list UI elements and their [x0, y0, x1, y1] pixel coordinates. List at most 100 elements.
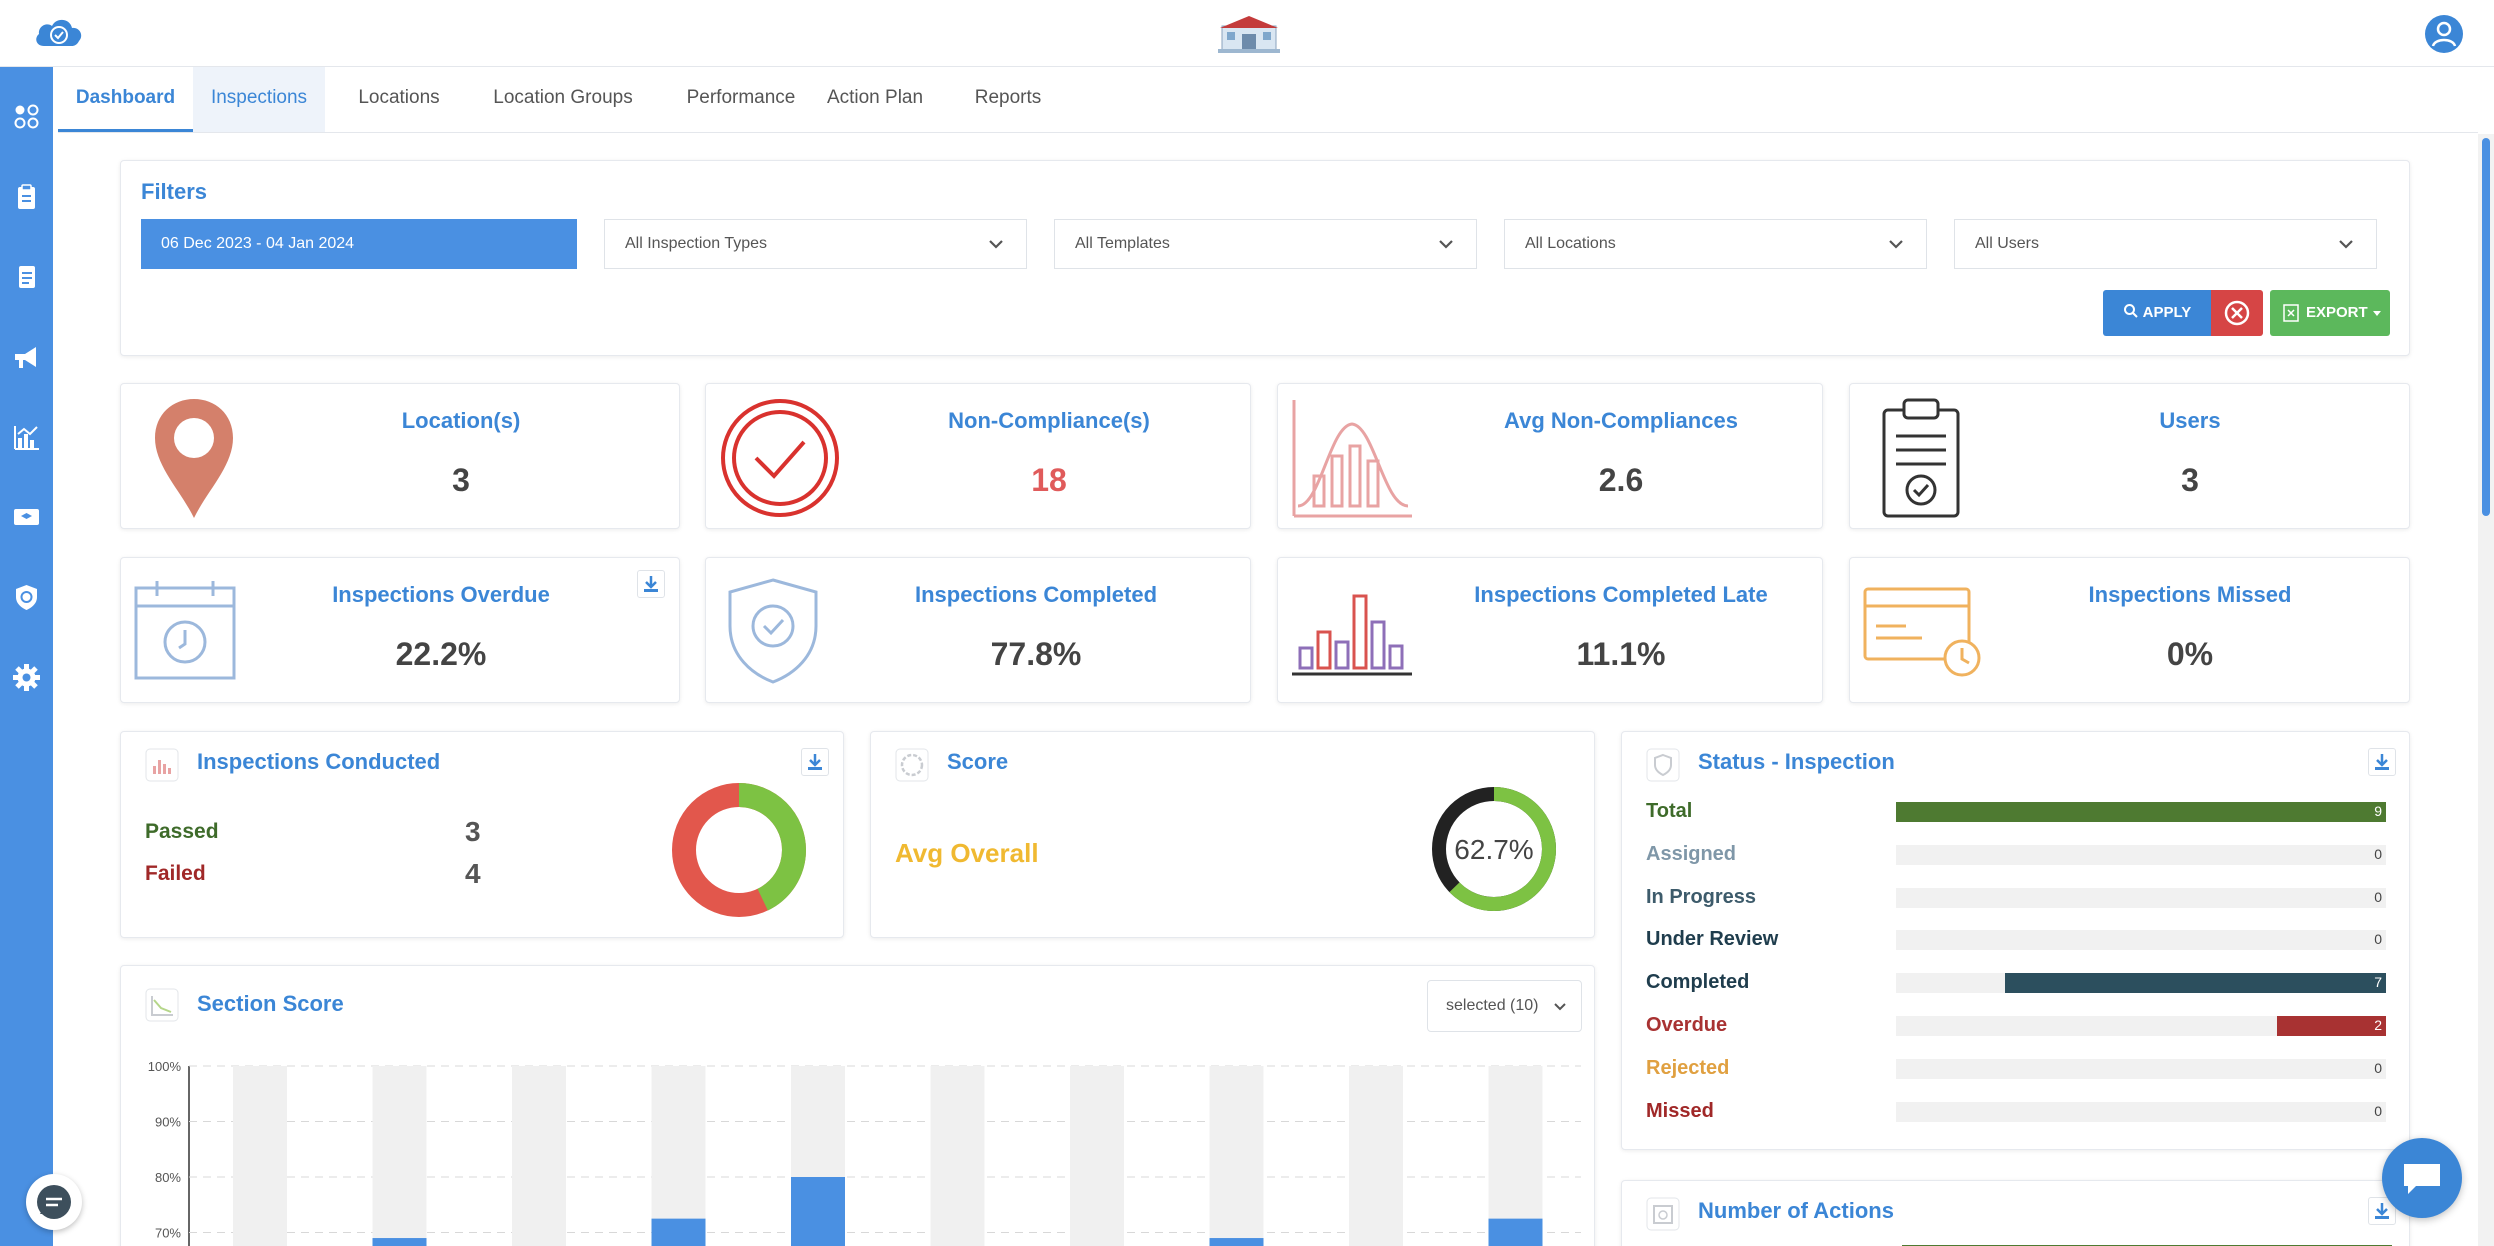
- user-select[interactable]: All Users: [1954, 219, 2377, 269]
- gear-icon[interactable]: [11, 662, 42, 693]
- status-bar-track: 9: [1896, 802, 2386, 822]
- template-select[interactable]: All Templates: [1054, 219, 1477, 269]
- stat-card-users: Users 3: [1849, 383, 2410, 529]
- stat-label: Location(s): [401, 408, 521, 433]
- export-button[interactable]: EXPORT: [2270, 290, 2390, 336]
- mini-chart-icon: [145, 748, 179, 782]
- status-bar-track: 2: [1896, 1016, 2386, 1036]
- status-count: 0: [2374, 888, 2382, 905]
- status-bar-fill: [2277, 1016, 2386, 1036]
- stat-value: 77.8%: [990, 636, 1082, 672]
- status-count: 0: [2374, 1059, 2382, 1076]
- user-avatar-icon[interactable]: [2424, 14, 2464, 54]
- tab-locations[interactable]: Locations: [358, 87, 440, 108]
- stat-card-inspections-completed-late: Inspections Completed Late 11.1%: [1277, 557, 1823, 703]
- status-bar-track: 0: [1896, 930, 2386, 951]
- download-icon: [808, 754, 822, 770]
- status-label: Completed: [1646, 971, 1750, 994]
- card-clock-icon: [1863, 587, 1981, 677]
- y-tick-label: 80%: [155, 1170, 181, 1185]
- score-card: Score Avg Overall 62.7%: [870, 731, 1595, 938]
- inspection-type-select[interactable]: All Inspection Types: [604, 219, 1027, 269]
- status-bar-fill: [1896, 802, 2386, 822]
- section-score-bar: [791, 1177, 845, 1246]
- bar-background: [1209, 1066, 1264, 1246]
- section-selector-label: selected (10): [1446, 997, 1539, 1014]
- passed-value: 3: [465, 816, 481, 847]
- tab-reports[interactable]: Reports: [974, 87, 1042, 108]
- score-percent-label: 62.7%: [1454, 834, 1533, 865]
- stat-value: 3: [2181, 462, 2199, 498]
- calendar-icon: [1646, 1197, 1680, 1231]
- status-label: Under Review: [1646, 928, 1779, 951]
- stat-value: 22.2%: [395, 636, 487, 672]
- filters-title: Filters: [141, 179, 208, 204]
- section-score-bar: [372, 1238, 427, 1246]
- apps-grid-icon[interactable]: [11, 101, 42, 132]
- filters-card: Filters 06 Dec 2023 - 04 Jan 2024 All In…: [120, 160, 2410, 356]
- download-button[interactable]: [801, 748, 829, 776]
- download-button[interactable]: [2368, 748, 2396, 776]
- stat-label: Inspections Completed: [914, 582, 1158, 607]
- clear-filters-button[interactable]: [2211, 290, 2263, 336]
- stat-label: Users: [2159, 408, 2221, 433]
- excel-file-icon: [2283, 304, 2299, 322]
- stat-card-inspections-overdue: Inspections Overdue 22.2%: [120, 557, 680, 703]
- location-select[interactable]: All Locations: [1504, 219, 1927, 269]
- download-button[interactable]: [637, 570, 665, 598]
- y-tick-label: 100%: [148, 1059, 182, 1074]
- status-count: 2: [2374, 1017, 2382, 1033]
- training-icon[interactable]: [11, 502, 42, 533]
- status-bar-track: 0: [1896, 844, 2386, 865]
- status-count: 9: [2374, 803, 2382, 819]
- scrollbar-thumb[interactable]: [2482, 138, 2490, 516]
- chat-bubble-button[interactable]: [26, 1174, 82, 1230]
- chevron-down-icon: [1889, 240, 1903, 249]
- location-pin-icon: [155, 399, 233, 518]
- live-chat-button[interactable]: [2382, 1138, 2462, 1218]
- status-label: Missed: [1646, 1099, 1714, 1122]
- chevron-down-icon: [989, 240, 1003, 249]
- stat-card-non-compliances: Non-Compliance(s) 18: [705, 383, 1251, 529]
- status-count: 0: [2374, 1102, 2382, 1119]
- status-label: Rejected: [1646, 1056, 1730, 1079]
- card-title: Inspections Conducted: [197, 749, 441, 774]
- stat-label: Inspections Missed: [2088, 582, 2292, 607]
- bar-chart-icon: [1292, 594, 1412, 676]
- section-score-bar: [1488, 1218, 1543, 1246]
- stat-value: 11.1%: [1576, 636, 1666, 672]
- bar-background: [651, 1066, 706, 1246]
- tab-location-groups[interactable]: Location Groups: [493, 87, 633, 108]
- clipboard-check-icon: [1882, 398, 1960, 518]
- clipboard-icon[interactable]: [11, 182, 42, 213]
- document-icon[interactable]: [11, 262, 42, 293]
- megaphone-icon[interactable]: [11, 342, 42, 373]
- status-bar-track: 0: [1896, 1058, 2386, 1079]
- tab-action-plan[interactable]: Action Plan: [826, 87, 924, 108]
- chevron-down-icon: [1554, 1003, 1566, 1011]
- tab-performance[interactable]: Performance: [686, 87, 796, 108]
- donut-passed-segment: [672, 783, 806, 917]
- avg-overall-label: Avg Overall: [895, 838, 1039, 868]
- chat-icon: [2404, 1164, 2440, 1194]
- top-bar: [0, 0, 2494, 67]
- stat-label: Non-Compliance(s): [948, 408, 1150, 433]
- tab-inspections[interactable]: Inspections: [193, 67, 325, 132]
- y-tick-label: 90%: [155, 1115, 181, 1130]
- failed-value: 4: [465, 858, 481, 889]
- stat-value: 18: [1031, 462, 1067, 498]
- status-label: Total: [1646, 800, 1693, 822]
- section-selector-dropdown[interactable]: selected (10): [1427, 980, 1582, 1032]
- main-tabs: Dashboard Inspections Locations Location…: [58, 67, 2478, 133]
- calendar-clock-icon: [134, 581, 236, 680]
- close-circle-icon: [2224, 300, 2250, 326]
- section-score-card: Section Score selected (10) 100% 90% 80% 70…: [120, 965, 1595, 1246]
- status-bar-track: 0: [1896, 887, 2386, 908]
- shield-check-nav-icon[interactable]: [11, 582, 42, 613]
- tab-dashboard[interactable]: Dashboard: [58, 67, 193, 132]
- apply-button[interactable]: APPLY: [2103, 290, 2211, 336]
- date-range-picker[interactable]: 06 Dec 2023 - 04 Jan 2024: [141, 219, 577, 269]
- bar-background: [1070, 1066, 1124, 1246]
- analytics-chart-icon[interactable]: [11, 422, 42, 453]
- cloud-check-logo-icon[interactable]: [32, 14, 86, 52]
